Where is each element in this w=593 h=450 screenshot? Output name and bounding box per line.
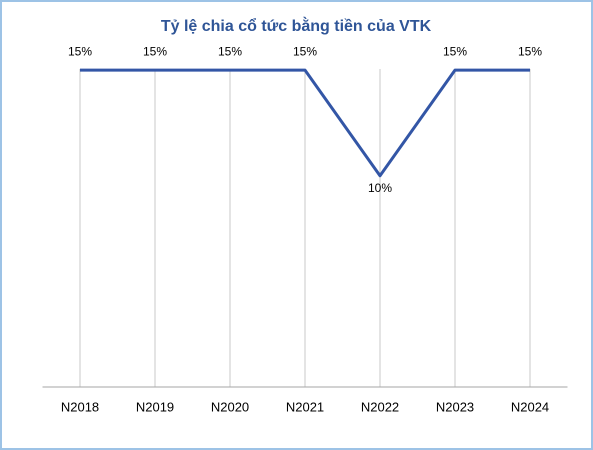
x-tick-label: N2022 bbox=[361, 399, 399, 414]
data-label: 10% bbox=[368, 181, 392, 195]
data-label: 15% bbox=[443, 44, 467, 58]
x-tick-label: N2024 bbox=[511, 399, 549, 414]
data-label: 15% bbox=[518, 44, 542, 58]
chart-title: Tỷ lệ chia cổ tức bằng tiền của VTK bbox=[161, 16, 432, 35]
x-tick-label: N2020 bbox=[211, 399, 249, 414]
line-series bbox=[80, 68, 530, 178]
data-label: 15% bbox=[218, 44, 242, 58]
x-tick-label: N2023 bbox=[436, 399, 474, 414]
data-label: 15% bbox=[293, 44, 317, 58]
data-label: 15% bbox=[68, 44, 92, 58]
x-tick-label: N2019 bbox=[136, 399, 174, 414]
x-tick-label: N2018 bbox=[61, 399, 99, 414]
x-tick-label: N2021 bbox=[286, 399, 324, 414]
data-label: 15% bbox=[143, 44, 167, 58]
